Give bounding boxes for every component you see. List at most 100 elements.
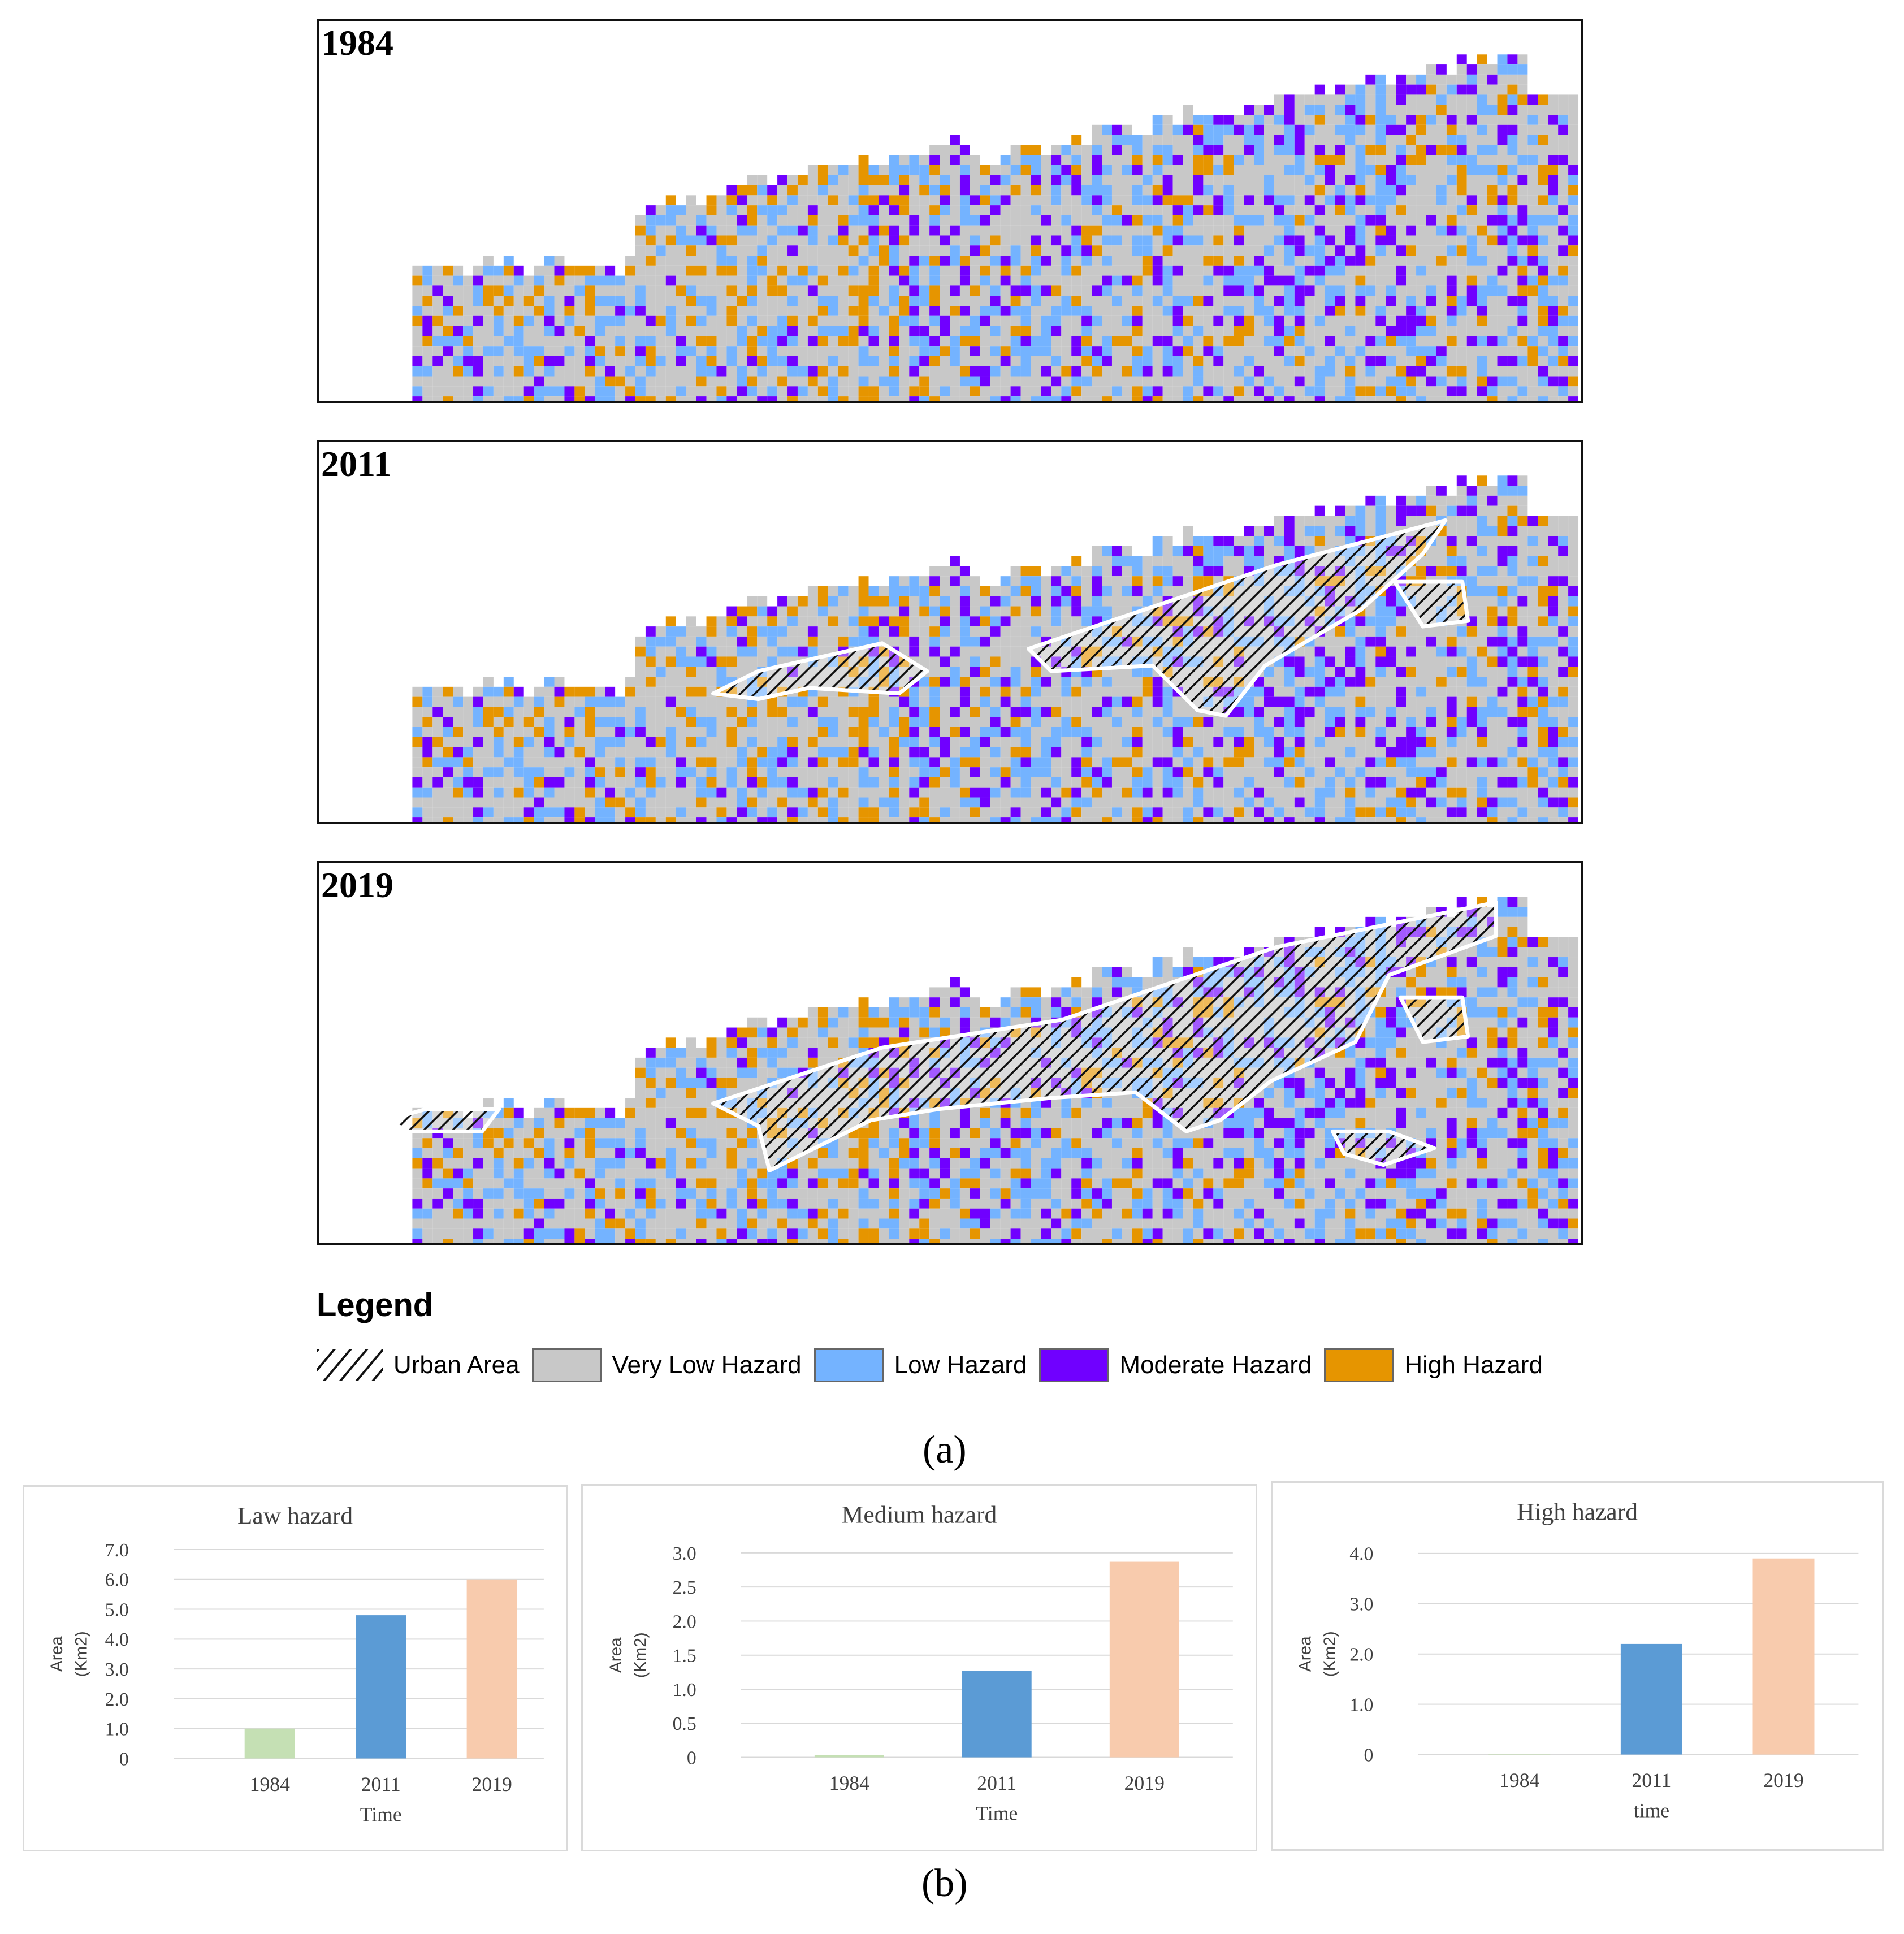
hazard-cell — [696, 366, 707, 377]
hazard-cell — [1304, 777, 1315, 788]
hazard-cell — [443, 376, 453, 387]
hazard-cell — [970, 626, 980, 637]
hazard-cell — [564, 777, 575, 788]
hazard-cell — [1041, 376, 1051, 387]
hazard-cell — [1111, 576, 1122, 586]
hazard-cell — [980, 346, 990, 356]
hazard-cell — [1020, 596, 1031, 607]
hazard-cell — [990, 586, 1001, 596]
hazard-cell — [1517, 235, 1528, 246]
hazard-cell — [868, 356, 879, 366]
hazard-cell — [767, 707, 778, 717]
hazard-cell — [625, 356, 635, 366]
hazard-cell — [1031, 145, 1041, 155]
hazard-cell — [1244, 225, 1254, 236]
hazard-cell — [1203, 566, 1214, 577]
hazard-cell — [1092, 195, 1102, 206]
hazard-cell — [1061, 235, 1072, 246]
hazard-cell — [1244, 737, 1254, 747]
hazard-cell — [1466, 155, 1477, 165]
hazard-cell — [1051, 326, 1062, 336]
hazard-cell — [1020, 606, 1031, 617]
hazard-cell — [422, 386, 433, 397]
hazard-cell — [1325, 145, 1335, 155]
hazard-cell — [767, 767, 778, 777]
hazard-cell — [737, 646, 747, 657]
hazard-cell — [665, 205, 676, 215]
hazard-cell — [1162, 165, 1173, 175]
hazard-cell — [1548, 315, 1559, 326]
hazard-cell — [1172, 707, 1183, 717]
map-panel-2011: 2011 — [317, 440, 1583, 824]
hazard-cell — [1304, 747, 1315, 758]
hazard-cell — [625, 767, 635, 777]
hazard-cell — [747, 747, 758, 758]
hazard-cell — [645, 346, 656, 356]
hazard-cell — [1365, 245, 1376, 256]
hazard-cell — [1152, 707, 1163, 717]
hazard-cell — [1497, 135, 1508, 145]
hazard-cell — [1111, 205, 1122, 215]
hazard-cell — [1284, 115, 1295, 125]
hazard-cell — [1345, 245, 1356, 256]
hazard-cell — [1304, 336, 1315, 347]
hazard-cell — [1284, 346, 1295, 356]
hazard-cell — [807, 616, 818, 627]
hazard-cell — [1020, 285, 1031, 296]
hazard-cell — [1172, 546, 1183, 556]
hazard-cell — [1111, 195, 1122, 206]
hazard-cell — [422, 777, 433, 788]
hazard-cell — [686, 636, 696, 647]
hazard-cell — [1152, 727, 1163, 737]
hazard-cell — [1558, 336, 1569, 347]
hazard-cell — [807, 175, 818, 185]
hazard-cell — [787, 275, 798, 286]
hazard-cell — [1172, 727, 1183, 737]
hazard-cell — [868, 707, 879, 717]
hazard-cell — [686, 225, 696, 236]
hazard-cell — [1527, 105, 1538, 115]
hazard-cell — [564, 376, 575, 387]
hazard-cell — [483, 256, 494, 266]
hazard-cell — [787, 376, 798, 387]
hazard-cell — [1213, 717, 1224, 727]
hazard-cell — [1061, 777, 1072, 788]
hazard-cell — [493, 696, 504, 707]
hazard-cell — [868, 326, 879, 336]
hazard-cell — [828, 225, 838, 236]
hazard-cell — [889, 626, 899, 637]
hazard-cell — [1284, 386, 1295, 397]
hazard-cell — [1162, 235, 1173, 246]
hazard-cell — [1010, 315, 1021, 326]
hazard-cell — [443, 727, 453, 737]
hazard-cell — [1517, 285, 1528, 296]
hazard-cell — [523, 336, 534, 347]
hazard-cell — [889, 376, 899, 387]
hazard-cell — [1213, 195, 1224, 206]
hazard-cell — [665, 245, 676, 256]
hazard-cell — [1244, 546, 1254, 556]
hazard-cell — [737, 386, 747, 397]
hazard-cell — [412, 747, 423, 758]
hazard-cell — [868, 175, 879, 185]
hazard-cell — [443, 737, 453, 747]
hazard-cell — [1314, 727, 1325, 737]
hazard-cell — [1081, 356, 1092, 366]
hazard-cell — [1264, 124, 1274, 135]
hazard-cell — [1456, 105, 1467, 115]
hazard-cell — [1213, 757, 1224, 768]
hazard-cell — [990, 636, 1001, 647]
hazard-cell — [1558, 205, 1569, 215]
hazard-cell — [1274, 807, 1284, 818]
hazard-cell — [970, 797, 980, 808]
hazard-cell — [1325, 366, 1335, 377]
hazard-cell — [1456, 306, 1467, 316]
hazard-cell — [706, 767, 717, 777]
hazard-cell — [1568, 135, 1579, 145]
hazard-cell — [1102, 296, 1112, 306]
hazard-cell — [787, 366, 798, 377]
hazard-cell — [737, 757, 747, 768]
hazard-cell — [1081, 205, 1092, 215]
hazard-cell — [706, 366, 717, 377]
hazard-cell — [412, 386, 423, 397]
